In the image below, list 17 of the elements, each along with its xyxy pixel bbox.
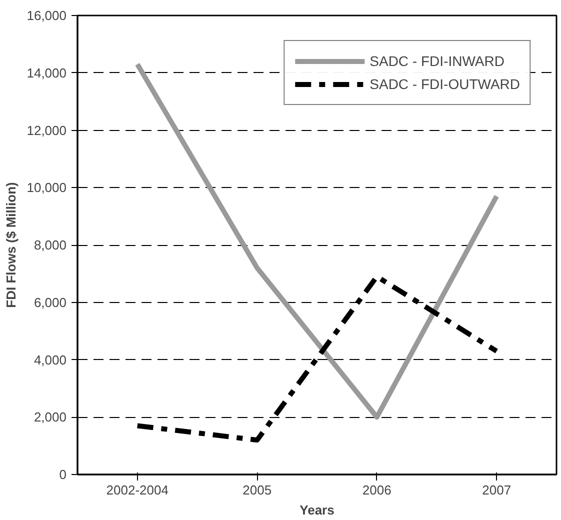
x-axis-title: Years xyxy=(300,502,334,518)
y-tick-label: 10,000 xyxy=(26,180,67,196)
x-tick-label: 2005 xyxy=(242,482,272,498)
y-tick-label: 0 xyxy=(59,467,67,482)
x-tick-label: 2007 xyxy=(482,482,512,498)
y-axis-title: FDI Flows ($ Million) xyxy=(4,182,19,308)
y-tick-label: 8,000 xyxy=(34,238,67,252)
legend-label: SADC - FDI-INWARD xyxy=(370,53,504,69)
y-tick-label: 4,000 xyxy=(34,352,67,368)
y-tick-label: 2,000 xyxy=(34,410,67,425)
y-tick-label: 6,000 xyxy=(34,294,67,310)
y-tick-label: 16,000 xyxy=(26,8,67,23)
y-tick-label: 14,000 xyxy=(26,65,67,80)
x-tick-label: 2006 xyxy=(362,482,392,498)
legend-label: SADC - FDI-OUTWARD xyxy=(370,76,520,92)
x-tick-label: 2002-2004 xyxy=(106,482,168,498)
y-tick-label: 12,000 xyxy=(26,122,67,138)
